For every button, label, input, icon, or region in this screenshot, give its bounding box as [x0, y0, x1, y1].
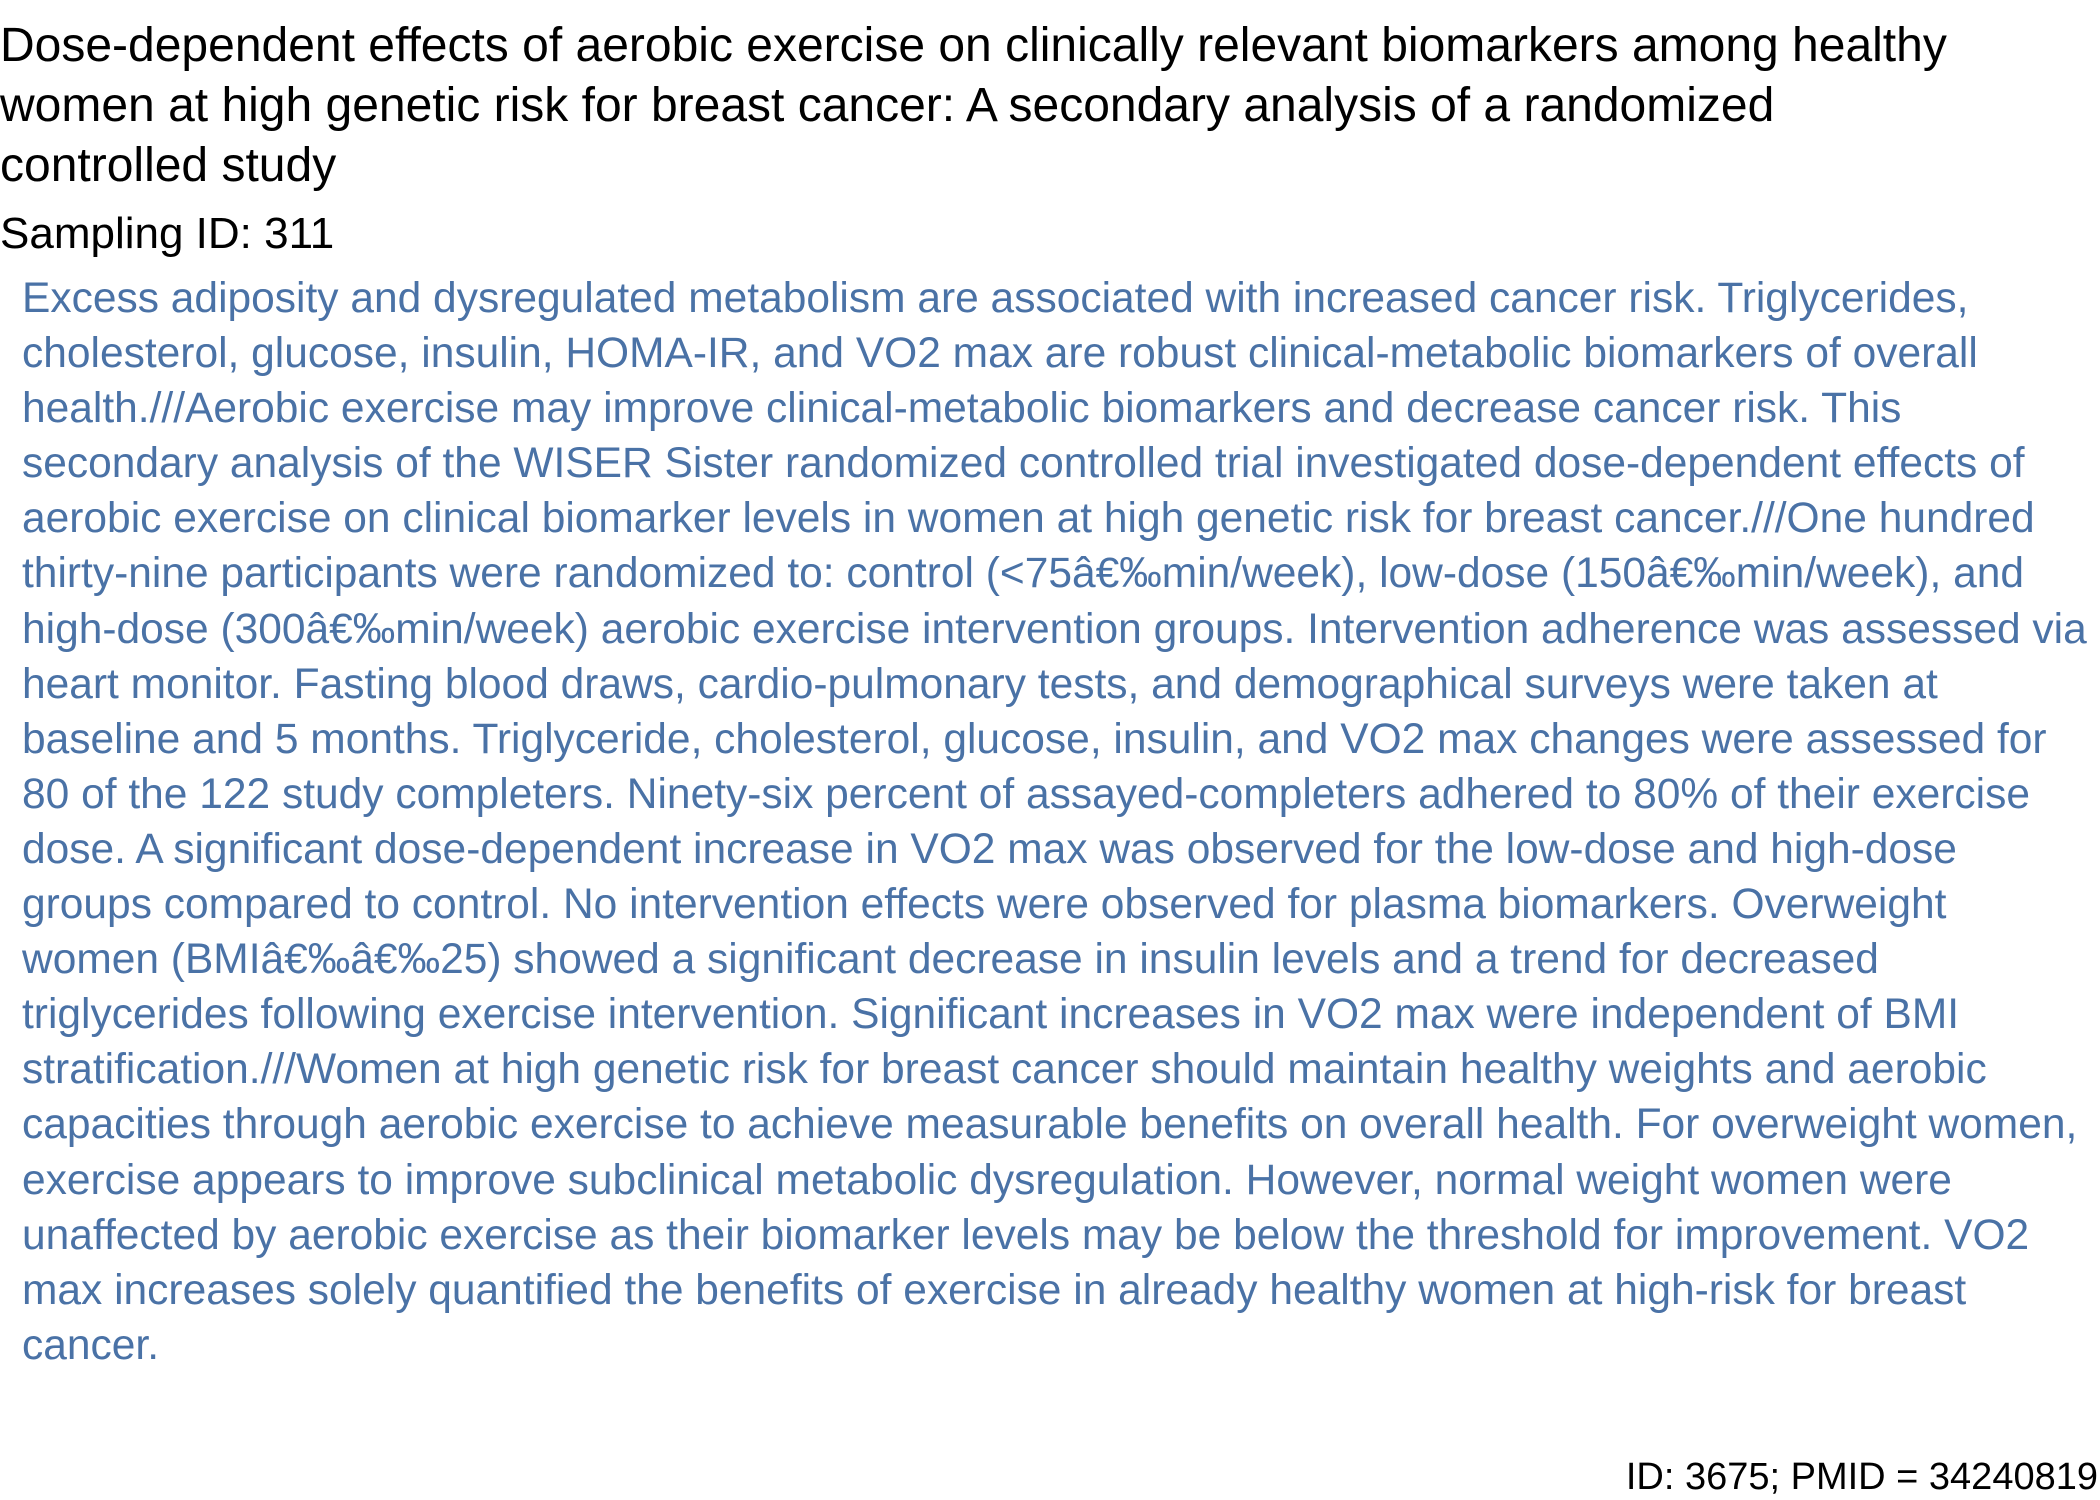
footer-id: ID: 3675; PMID = 34240819 [1625, 1456, 2098, 1498]
sampling-id: Sampling ID: 311 [0, 209, 335, 258]
document-title: Dose-dependent effects of aerobic exerci… [0, 19, 1947, 192]
abstract-text: Excess adiposity and dysregulated metabo… [22, 275, 2087, 1369]
